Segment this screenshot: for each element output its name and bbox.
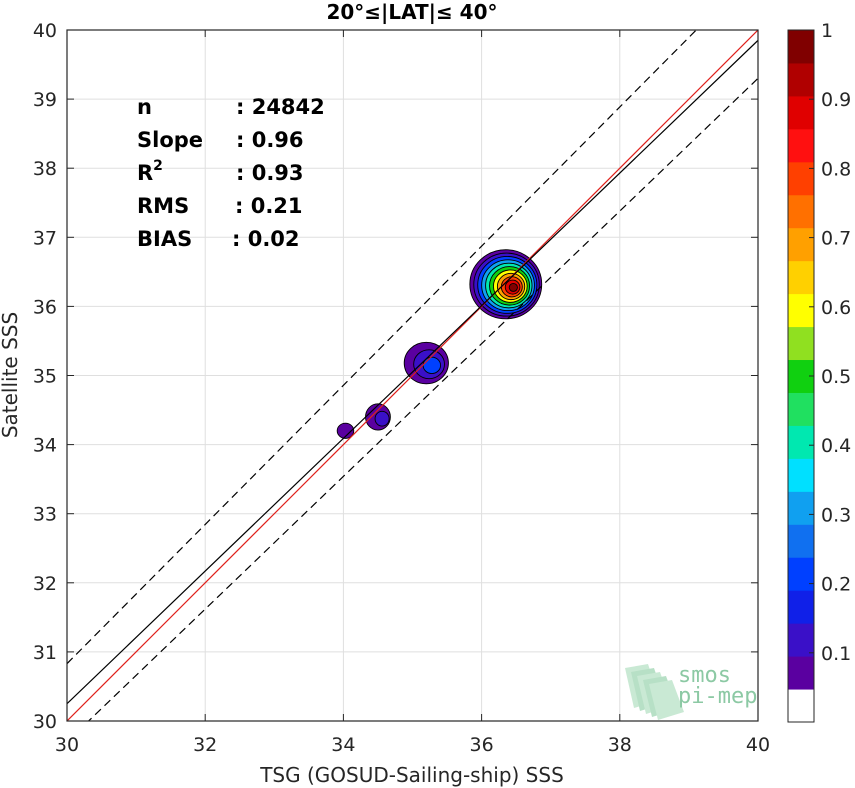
y-tick-label: 36 bbox=[33, 296, 57, 318]
colorbar: 0.1 0.2 0.3 0.4 0.5 0.6 0.7 0.8 0.9 1 bbox=[787, 20, 851, 723]
colorbar-tick-label: 0.9 bbox=[821, 89, 851, 111]
y-axis-label: Satellite SSS bbox=[0, 312, 22, 438]
colorbar-tick-label: 0.3 bbox=[821, 504, 851, 526]
colorbar-tick-label: 0.8 bbox=[821, 158, 851, 180]
y-tick-label: 31 bbox=[33, 642, 57, 664]
colorbar-tick-label: 0.6 bbox=[821, 297, 851, 319]
colorbar-swatch bbox=[788, 557, 814, 591]
y-tick-label: 35 bbox=[33, 366, 57, 388]
density-contours bbox=[336, 249, 543, 439]
colorbar-swatch bbox=[788, 227, 814, 262]
x-axis-ticks: 30 32 34 36 38 40 bbox=[55, 30, 770, 756]
logo-text-smos: smos bbox=[678, 663, 731, 688]
contour-level bbox=[508, 283, 518, 292]
grid bbox=[67, 30, 758, 721]
contour-level bbox=[374, 410, 390, 427]
colorbar-swatch bbox=[788, 161, 814, 196]
x-axis-label: TSG (GOSUD-Sailing-ship) SSS bbox=[259, 763, 564, 787]
colorbar-swatch bbox=[788, 656, 814, 690]
logo-text-pimep: pi-mep bbox=[678, 684, 757, 709]
contour-level bbox=[336, 422, 355, 439]
colorbar-swatch bbox=[788, 689, 814, 723]
stat-label: BIAS bbox=[137, 227, 192, 251]
colorbar-swatch bbox=[788, 590, 814, 624]
colorbar-swatch bbox=[788, 128, 814, 163]
x-tick-label: 32 bbox=[193, 734, 217, 756]
colorbar-swatch bbox=[788, 30, 814, 64]
y-tick-label: 40 bbox=[33, 20, 57, 42]
colorbar-swatch bbox=[788, 524, 814, 558]
x-tick-label: 36 bbox=[470, 734, 494, 756]
colorbar-swatch bbox=[788, 425, 814, 459]
colorbar-swatch bbox=[788, 326, 814, 361]
y-tick-label: 32 bbox=[33, 573, 57, 595]
stat-value: : 0.02 bbox=[232, 227, 300, 251]
stat-value: : 0.93 bbox=[236, 161, 304, 185]
colorbar-swatch bbox=[788, 194, 814, 229]
logo-wave-shape bbox=[649, 680, 684, 720]
x-tick-label: 30 bbox=[55, 734, 79, 756]
colorbar-tick-label: 0.5 bbox=[821, 366, 851, 388]
colorbar-swatch bbox=[788, 62, 814, 97]
x-tick-label: 40 bbox=[746, 734, 770, 756]
stat-label: n bbox=[137, 95, 152, 119]
colorbar-tick-label: 0.7 bbox=[821, 228, 851, 250]
colorbar-swatch bbox=[788, 95, 814, 130]
y-tick-label: 30 bbox=[33, 711, 57, 733]
reference-lines bbox=[67, 30, 758, 721]
chart-title: 20°≤|LAT|≤ 40° bbox=[326, 0, 497, 24]
line-upper-bound bbox=[67, 30, 698, 665]
y-tick-label: 33 bbox=[33, 504, 57, 526]
density-blob-peak-main bbox=[469, 249, 543, 320]
y-tick-label: 34 bbox=[33, 435, 57, 457]
stat-label-sup: 2 bbox=[153, 158, 163, 174]
stat-label: Slope bbox=[137, 128, 203, 152]
x-tick-label: 38 bbox=[608, 734, 632, 756]
y-tick-label: 39 bbox=[33, 89, 57, 111]
colorbar-tick-label: 0.4 bbox=[821, 435, 851, 457]
colorbar-tick-label: 0.1 bbox=[821, 643, 851, 665]
colorbar-swatch bbox=[788, 260, 814, 295]
colorbar-tick-label: 1 bbox=[821, 20, 833, 42]
stat-value: : 0.96 bbox=[236, 128, 304, 152]
colorbar-swatch bbox=[788, 491, 814, 525]
density-blob-peak-34 bbox=[336, 422, 355, 439]
stat-value: : 24842 bbox=[236, 95, 325, 119]
line-identity bbox=[67, 30, 758, 721]
colorbar-swatch bbox=[788, 392, 814, 426]
stat-value: : 0.21 bbox=[235, 194, 303, 218]
density-blob-peak-34-5 bbox=[365, 403, 391, 431]
y-tick-label: 37 bbox=[33, 227, 57, 249]
stat-label: RMS bbox=[137, 194, 189, 218]
colorbar-swatch bbox=[788, 458, 814, 492]
y-axis-ticks: 30 31 32 33 34 35 36 37 38 39 40 bbox=[33, 20, 758, 733]
colorbar-tick-label: 0.2 bbox=[821, 574, 851, 596]
x-tick-label: 34 bbox=[331, 734, 355, 756]
line-regression bbox=[67, 39, 758, 705]
line-lower-bound bbox=[87, 77, 758, 721]
colorbar-swatch bbox=[788, 623, 814, 657]
y-tick-label: 38 bbox=[33, 158, 57, 180]
colorbar-swatch bbox=[788, 293, 814, 328]
